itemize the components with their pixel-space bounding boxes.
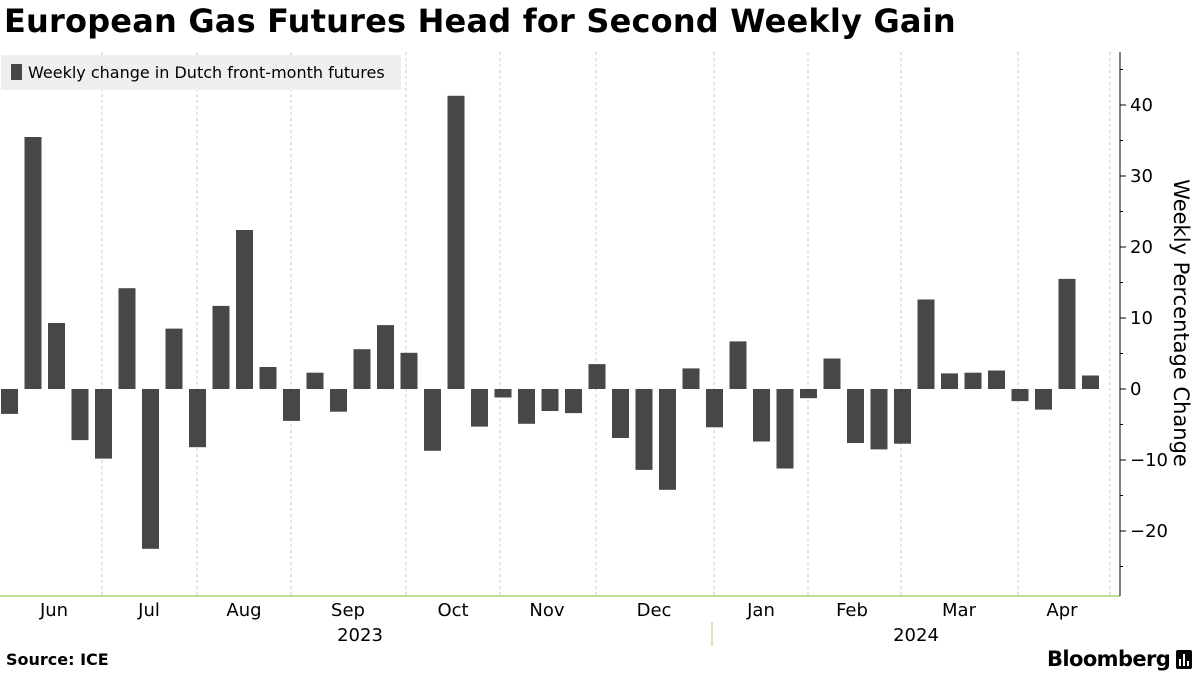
bars <box>1 95 1099 549</box>
x-tick-label: Jun <box>39 600 68 621</box>
x-tick-label: Jul <box>137 600 160 621</box>
bar <box>118 288 136 389</box>
bar <box>659 389 676 490</box>
year-label: 2023 <box>337 625 383 646</box>
y-tick-label: −20 <box>1130 521 1168 542</box>
bar <box>142 389 159 549</box>
bar <box>283 389 300 421</box>
bar <box>212 305 230 389</box>
bar <box>471 389 488 427</box>
y-tick-label: 10 <box>1130 308 1153 329</box>
legend-background <box>1 55 401 90</box>
bar <box>635 389 653 470</box>
chart-title: European Gas Futures Head for Second Wee… <box>4 2 956 40</box>
bar <box>565 389 582 414</box>
bar <box>1058 278 1076 389</box>
bar <box>753 389 770 442</box>
bar <box>189 389 206 448</box>
bar <box>847 389 864 443</box>
bar <box>400 352 418 389</box>
y-tick-label: 30 <box>1130 166 1153 187</box>
bar <box>330 389 347 412</box>
bar <box>988 370 1005 389</box>
x-tick-label: Dec <box>637 600 672 621</box>
bloomberg-chart-icon <box>1176 649 1193 669</box>
bar <box>447 95 465 390</box>
bar <box>682 368 700 389</box>
x-tick-label: Aug <box>226 600 261 621</box>
bar <box>306 372 324 389</box>
x-tick-label: Mar <box>942 600 977 621</box>
bar <box>377 325 394 389</box>
bar <box>706 389 723 428</box>
bar <box>941 373 958 389</box>
bar <box>870 389 888 450</box>
bar <box>165 328 183 389</box>
brand-name: Bloomberg <box>1047 647 1171 671</box>
x-tick-label: Apr <box>1046 600 1078 621</box>
legend-label: Weekly change in Dutch front-month futur… <box>28 63 385 82</box>
bar <box>541 389 559 411</box>
bar <box>353 349 371 389</box>
bar <box>95 389 112 459</box>
y-axis-label: Weekly Percentage Change <box>1169 179 1193 467</box>
bar <box>236 230 253 389</box>
bar <box>776 389 794 469</box>
x-tick-label: Jan <box>746 600 775 621</box>
bar <box>71 389 89 441</box>
legend: Weekly change in Dutch front-month futur… <box>1 55 401 90</box>
bar <box>612 389 629 438</box>
bar <box>1011 389 1029 402</box>
x-tick-label: Oct <box>437 600 468 621</box>
bar <box>1082 375 1099 389</box>
y-tick-label: 20 <box>1130 237 1153 258</box>
year-label: 2024 <box>893 625 939 646</box>
brand-logo: Bloomberg <box>1047 647 1193 671</box>
source-note: Source: ICE <box>6 650 109 669</box>
bar <box>24 137 42 389</box>
bar <box>424 389 441 451</box>
bar <box>588 364 606 389</box>
bar <box>964 372 982 389</box>
x-tick-label: Feb <box>836 600 868 621</box>
grid-lines <box>101 52 1111 596</box>
y-tick-label: −10 <box>1130 450 1168 471</box>
bar <box>494 389 512 398</box>
bar <box>48 323 65 389</box>
bar <box>917 299 935 389</box>
y-tick-label: 40 <box>1130 95 1153 116</box>
bar <box>1035 389 1052 410</box>
bar <box>259 367 277 389</box>
x-tick-label: Sep <box>331 600 365 621</box>
x-tick-label: Nov <box>529 600 564 621</box>
legend-swatch <box>11 64 22 80</box>
bar <box>1 389 18 414</box>
bar <box>729 341 747 389</box>
y-tick-label: 0 <box>1130 379 1141 400</box>
bar <box>823 358 841 389</box>
bar <box>894 389 911 444</box>
bar <box>518 389 535 424</box>
axes: −20 −10 0 10 20 30 40 Jun Jul Aug Sep Oct Nov Dec Jan F… <box>0 52 1168 646</box>
bar <box>800 389 817 399</box>
